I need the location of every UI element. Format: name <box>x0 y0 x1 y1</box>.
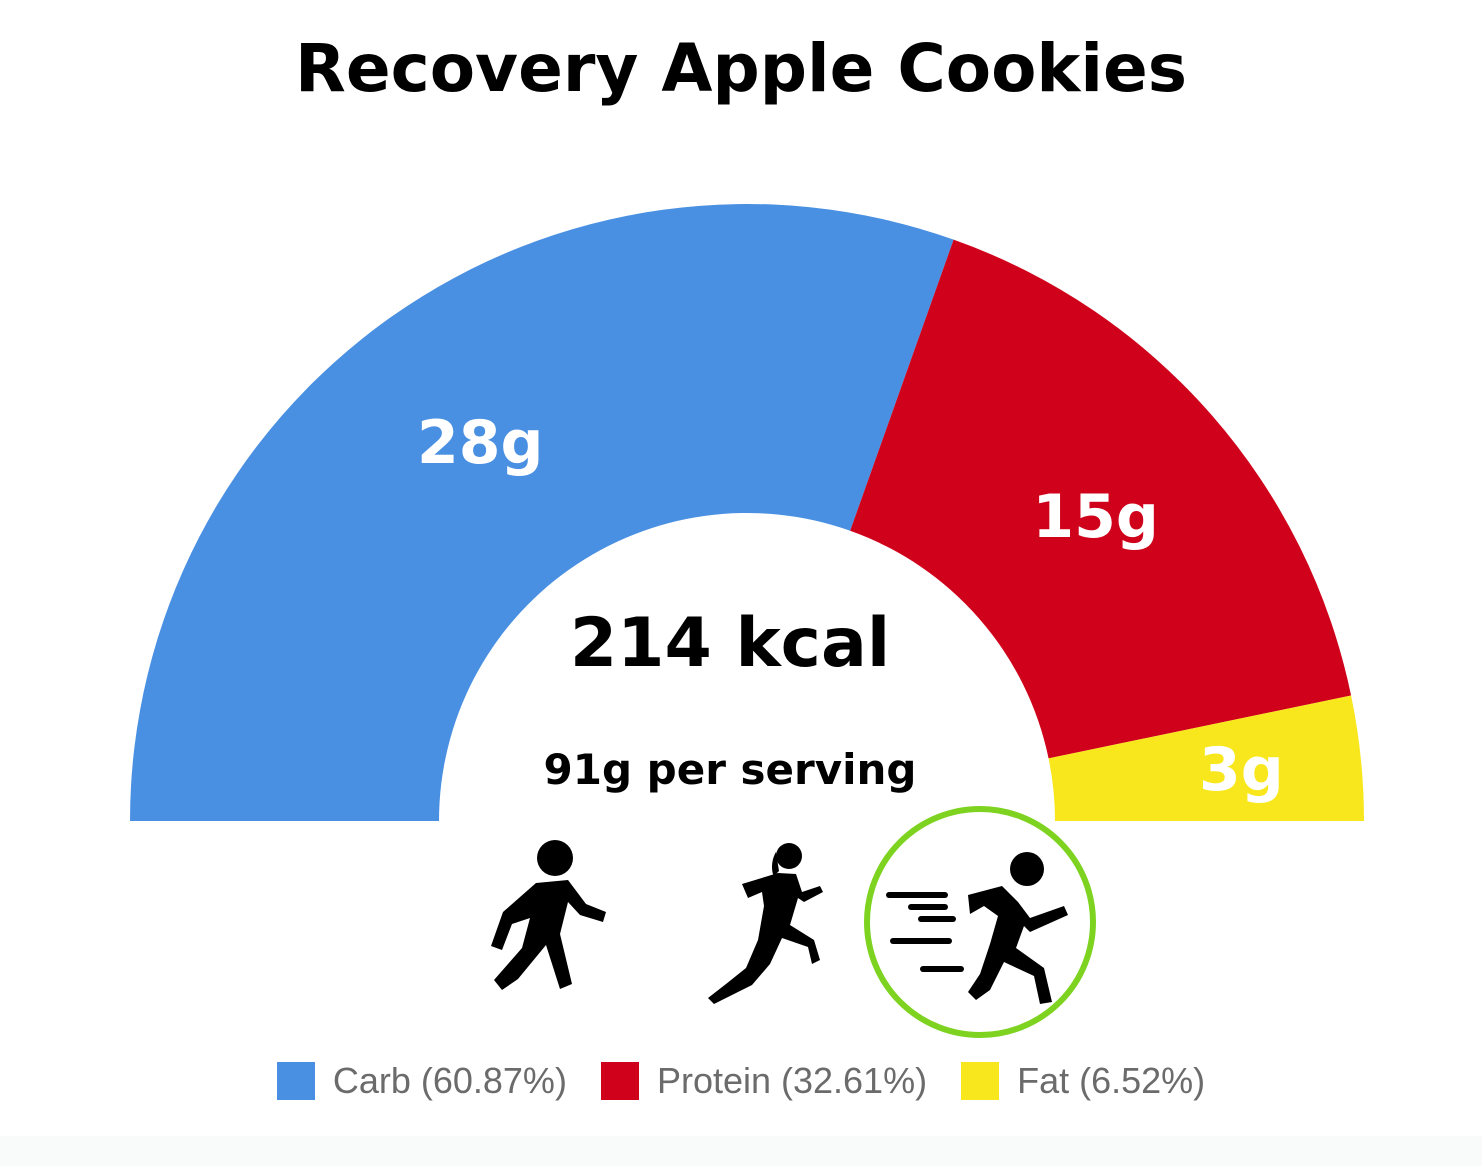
slices-layer <box>130 204 1364 821</box>
slice-carb <box>130 204 954 821</box>
legend-label-carb: Carb (60.87%) <box>332 1060 567 1101</box>
slice-label-protein: 15g <box>1032 482 1158 552</box>
legend-swatch-carb <box>276 1062 315 1100</box>
slice-label-carb: 28g <box>417 408 543 478</box>
footer-band <box>0 1136 1482 1166</box>
slice-fat <box>1048 695 1364 821</box>
legend-label-fat: Fat (6.52%) <box>1017 1060 1206 1101</box>
center-serving-label: 91g per serving <box>544 745 917 794</box>
slice-label-fat: 3g <box>1199 735 1284 805</box>
legend-item-fat: Fat (6.52%) <box>961 1060 1205 1102</box>
legend-swatch-fat <box>961 1062 1000 1100</box>
legend-item-protein: Protein (32.61%) <box>600 1060 928 1102</box>
chart-title: Recovery Apple Cookies <box>295 30 1187 107</box>
center-kcal-label: 214 kcal <box>570 604 890 683</box>
legend-item-carb: Carb (60.87%) <box>276 1060 567 1102</box>
legend-swatch-protein <box>600 1062 639 1100</box>
slice-labels-layer: 28g 15g 3g <box>417 408 1284 805</box>
running-woman-icon <box>708 843 823 1004</box>
sprinting-person-icon <box>864 806 1096 1038</box>
chart-legend: Carb (60.87%) Protein (32.61%) Fat (6.52… <box>0 1060 1482 1102</box>
legend-label-protein: Protein (32.61%) <box>656 1060 928 1101</box>
slice-protein <box>850 239 1352 759</box>
walking-person-icon <box>491 840 606 990</box>
